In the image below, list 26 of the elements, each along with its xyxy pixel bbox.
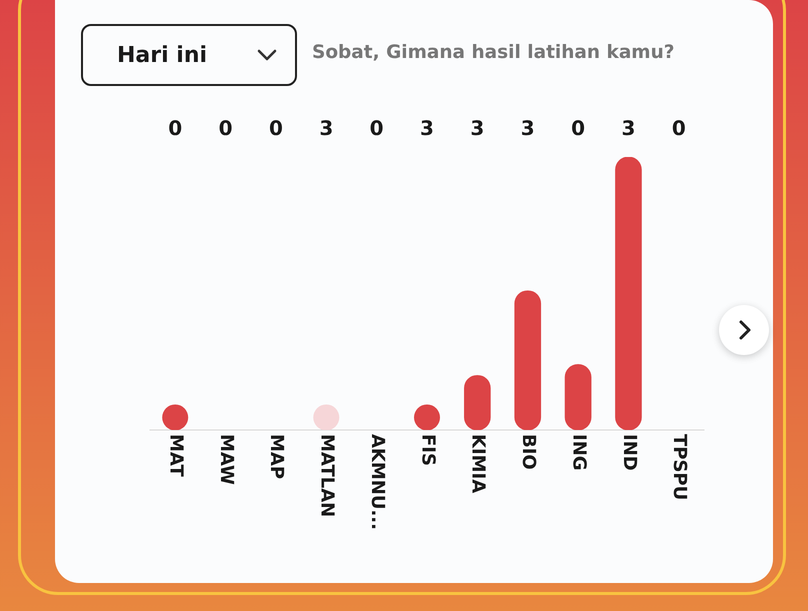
x-tick-label: IND (618, 434, 640, 471)
x-tick-label: AKMNU... (366, 434, 388, 530)
x-tick-label: BIO (518, 434, 540, 470)
x-tick-label: ING (568, 434, 590, 471)
x-tick-label: MAT (166, 434, 187, 478)
text: 3 (621, 116, 636, 140)
text: 0 (370, 116, 384, 140)
text: 3 (319, 116, 334, 140)
bar (514, 290, 542, 430)
bar (615, 157, 642, 430)
text: Hari ini (117, 42, 208, 68)
text: 0 (218, 116, 233, 140)
text: 0 (168, 116, 182, 140)
x-tick-label: MATLAN (316, 434, 338, 518)
text: 0 (571, 116, 586, 140)
text: 0 (268, 116, 283, 140)
text: 3 (470, 116, 484, 140)
chart-subtitle: Sobat, Gimana hasil latihan kamu? (312, 42, 674, 63)
x-tick-label: KIMIA (468, 434, 489, 494)
x-tick-label: MAP (266, 434, 288, 480)
x-tick-label: TPSPU (669, 434, 690, 500)
text: 3 (420, 116, 434, 140)
text: 0 (672, 116, 686, 140)
text: 3 (520, 116, 535, 140)
x-tick-label: FIS (417, 434, 438, 466)
x-tick-label: MAW (216, 434, 237, 486)
